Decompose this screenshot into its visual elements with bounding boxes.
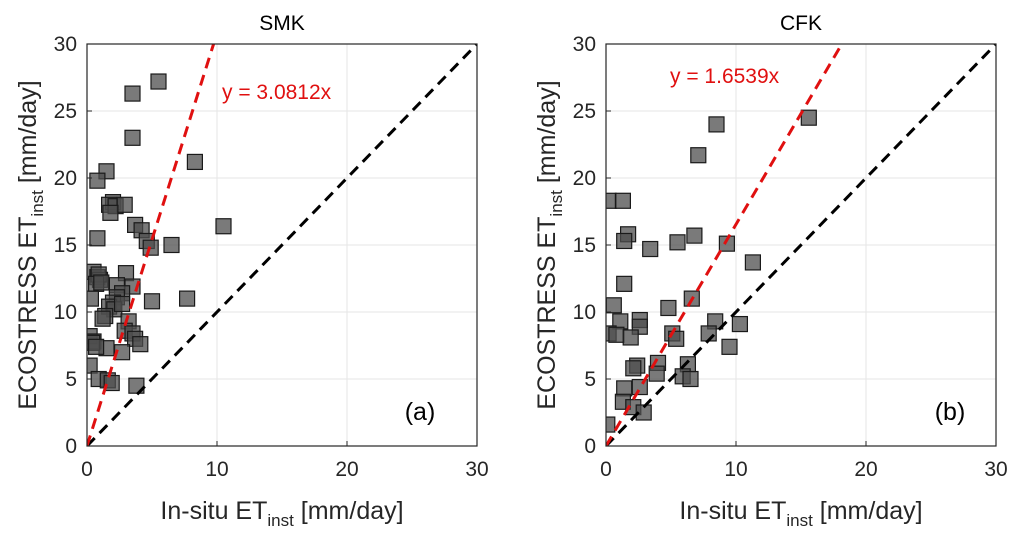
plot-content (87, 44, 477, 446)
one-to-one-line (606, 44, 996, 446)
y-tick-label: 5 (584, 368, 596, 391)
y-tick-label: 20 (54, 167, 77, 190)
y-tick-label: 30 (573, 33, 596, 56)
data-point (800, 109, 817, 126)
one-to-one-line (87, 44, 477, 446)
data-point (124, 129, 141, 146)
data-point (682, 370, 699, 388)
data-point (113, 295, 131, 313)
plot-content (606, 44, 996, 446)
x-axis-label-sub: inst (267, 511, 294, 530)
data-point (616, 275, 633, 292)
data-point (625, 360, 642, 377)
y-tick-label: 0 (584, 435, 596, 458)
y-axis-label: ECOSTRESS ETinst [mm/day] (533, 80, 566, 409)
data-point (606, 297, 622, 314)
data-point (648, 365, 665, 382)
chart-title: CFK (780, 12, 822, 35)
data-point (132, 336, 149, 353)
x-tick-label: 0 (81, 458, 93, 481)
y-axis-label-main: ECOSTRESS ET (14, 217, 42, 410)
x-axis-label-main: In-situ ET (160, 497, 267, 525)
y-axis-label-sub: inst (28, 190, 47, 217)
x-tick-label: 0 (600, 458, 612, 481)
data-point (614, 192, 632, 209)
fit-equation: y = 3.0812x (222, 81, 332, 104)
data-point (721, 338, 738, 355)
x-axis-label: In-situ ETinst [mm/day] (679, 497, 922, 530)
y-tick-label: 20 (573, 167, 596, 190)
panel-smk: 0 10 20 30 0 5 10 15 20 25 30 SMK y = 3.0812x (a) In-s… (14, 12, 489, 530)
data-point (215, 218, 232, 235)
data-point (143, 293, 161, 310)
data-point (89, 172, 106, 189)
x-tick-label: 20 (335, 458, 358, 481)
x-tick-label: 30 (465, 458, 488, 481)
y-axis-label: ECOSTRESS ETinst [mm/day] (14, 80, 47, 409)
y-axis-label-unit: [mm/day] (533, 80, 561, 190)
x-axis-label-unit: [mm/day] (813, 497, 923, 525)
data-point (718, 235, 736, 252)
data-point (642, 240, 659, 258)
data-point (87, 290, 100, 307)
data-point (606, 192, 617, 209)
panel-label: (a) (405, 398, 436, 426)
y-tick-label: 10 (54, 301, 77, 324)
data-point (102, 204, 119, 221)
x-tick-label: 30 (984, 458, 1007, 481)
data-point (150, 73, 167, 90)
data-point (622, 329, 639, 346)
y-axis-label-unit: [mm/day] (14, 80, 42, 190)
data-point (660, 299, 677, 317)
fit-line (87, 44, 216, 446)
x-tick-label: 10 (724, 458, 747, 481)
y-tick-label: 25 (573, 100, 596, 123)
data-point (179, 290, 196, 307)
fit-line (606, 44, 844, 446)
x-axis-label: In-situ ETinst [mm/day] (160, 497, 403, 530)
data-point (669, 234, 686, 251)
y-tick-label: 15 (54, 234, 77, 257)
data-point (113, 344, 131, 361)
data-point (124, 85, 141, 102)
data-point (616, 232, 633, 250)
data-point (89, 230, 106, 247)
data-point (87, 357, 98, 374)
data-point (731, 315, 749, 333)
data-point (163, 236, 180, 254)
data-point (744, 254, 762, 271)
data-point (708, 116, 725, 133)
data-point (690, 147, 707, 164)
data-point (606, 416, 616, 433)
data-point (186, 153, 203, 171)
panel-cfk: 0 10 20 30 0 5 10 15 20 25 30 CFK y = 1.6539x (b) In-s… (533, 12, 1008, 530)
y-tick-label: 15 (573, 234, 596, 257)
data-point (616, 380, 633, 397)
data-point (103, 374, 120, 392)
x-tick-label: 10 (205, 458, 228, 481)
data-point (93, 274, 110, 291)
data-point (87, 338, 105, 355)
x-tick-label: 20 (854, 458, 877, 481)
data-point (116, 196, 133, 213)
y-tick-label: 10 (573, 301, 596, 324)
x-axis-label-unit: [mm/day] (294, 497, 404, 525)
y-tick-label: 0 (65, 435, 77, 458)
fit-equation: y = 1.6539x (670, 65, 780, 88)
chart-title: SMK (259, 12, 305, 35)
y-tick-label: 30 (54, 33, 77, 56)
data-point (94, 310, 111, 327)
x-axis-label-sub: inst (786, 511, 813, 530)
y-axis-label-sub: inst (547, 190, 566, 217)
panel-label: (b) (935, 398, 966, 426)
x-axis-label-main: In-situ ET (679, 497, 786, 525)
data-point (608, 326, 625, 343)
y-tick-label: 25 (54, 100, 77, 123)
data-point (686, 227, 703, 244)
y-tick-label: 5 (65, 368, 77, 391)
y-axis-label-main: ECOSTRESS ET (533, 217, 561, 410)
